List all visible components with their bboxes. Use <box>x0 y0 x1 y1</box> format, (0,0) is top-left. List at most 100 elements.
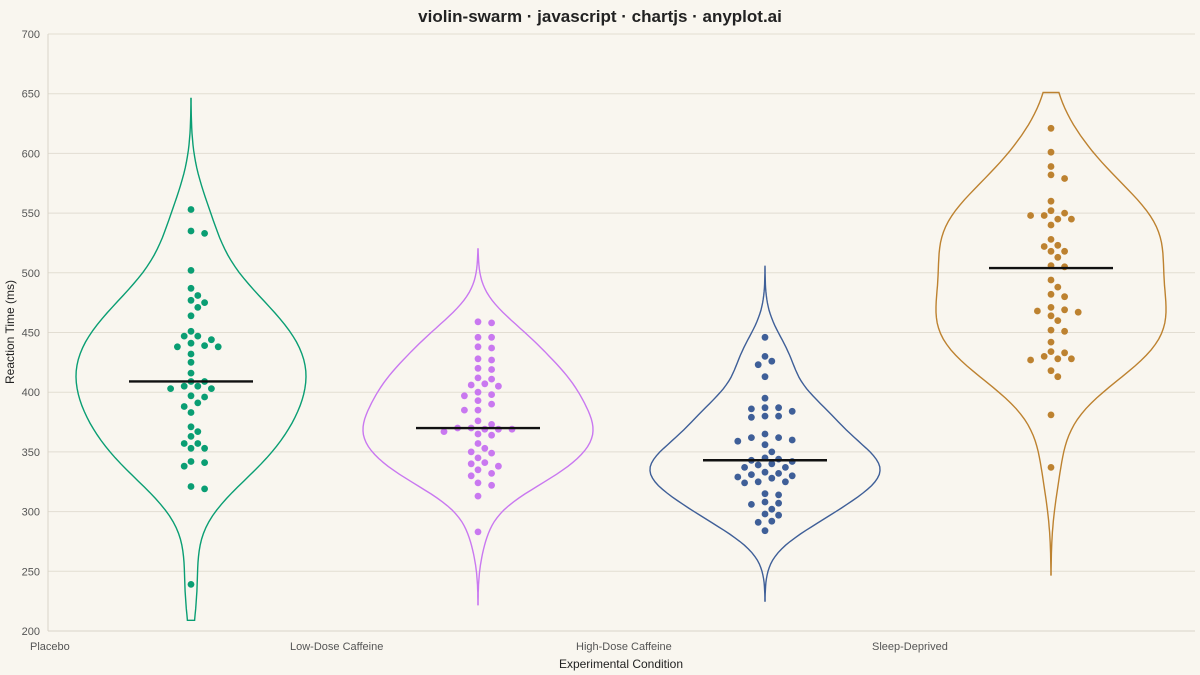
swarm-point <box>788 472 796 480</box>
swarm-point <box>782 478 789 486</box>
violin-high-dose-caffeine <box>649 265 881 602</box>
swarm-point <box>488 400 495 408</box>
swarm-point <box>768 460 776 468</box>
swarm-point <box>775 499 782 507</box>
swarm-point <box>187 227 195 235</box>
swarm-point <box>187 409 195 416</box>
swarm-point <box>1047 124 1055 132</box>
swarm-point <box>488 421 495 428</box>
x-axis-label: Experimental Condition <box>559 657 683 671</box>
swarm-point <box>1054 317 1062 324</box>
swarm-point <box>761 527 769 535</box>
swarm-point <box>474 440 482 447</box>
swarm-point <box>488 344 495 352</box>
swarm-point <box>187 423 195 431</box>
swarm-point <box>1054 253 1062 261</box>
swarm-point <box>488 333 495 341</box>
swarm-point <box>201 393 209 401</box>
swarm-point <box>461 406 468 414</box>
swarm-point <box>201 459 209 466</box>
swarm-point <box>167 385 175 392</box>
swarm-point <box>761 498 769 506</box>
swarm-point <box>1047 163 1055 170</box>
swarm-point <box>187 483 195 490</box>
swarm-point <box>187 284 195 292</box>
swarm-point <box>761 468 769 476</box>
swarm-point <box>488 366 495 373</box>
swarm-point <box>180 462 188 470</box>
swarm-point <box>1027 356 1034 364</box>
swarm-point <box>488 375 495 383</box>
swarm-point <box>754 518 762 526</box>
chart-title: violin-swarm · javascript · chartjs · an… <box>418 7 782 26</box>
swarm-point <box>201 342 209 349</box>
swarm-point <box>761 404 769 412</box>
swarm-point <box>788 436 796 444</box>
swarm-point <box>761 373 769 381</box>
y-tick-label: 250 <box>22 566 40 578</box>
swarm-point <box>1047 221 1055 229</box>
swarm-point <box>1047 148 1055 156</box>
swarm-point <box>187 312 195 320</box>
y-tick-label: 500 <box>22 268 40 280</box>
swarm-point <box>481 444 489 452</box>
swarm-point <box>741 479 748 487</box>
swarm-point <box>1047 464 1055 471</box>
swarm-point <box>1061 247 1068 255</box>
median-lines <box>129 266 1113 462</box>
swarm-point <box>474 492 482 500</box>
swarm-point <box>488 481 495 489</box>
swarm-point <box>488 431 495 439</box>
swarm-point <box>761 510 769 518</box>
swarm-point <box>474 417 482 425</box>
swarm-point <box>474 318 482 326</box>
swarm-point <box>474 355 482 363</box>
x-tick-label: Placebo <box>30 641 70 653</box>
swarm-point <box>1047 197 1055 205</box>
swarm-point <box>754 361 762 369</box>
swarm-point <box>187 581 195 588</box>
y-tick-label: 600 <box>22 148 40 160</box>
swarm-point <box>187 350 195 358</box>
y-tick-label: 200 <box>22 626 40 638</box>
swarm-point <box>194 440 202 447</box>
swarm-point <box>1061 293 1068 301</box>
swarm-point <box>1040 212 1048 219</box>
y-tick-label: 400 <box>22 387 40 399</box>
swarm-point <box>194 292 202 299</box>
swarm-point <box>1061 349 1068 357</box>
swarm-point <box>187 339 195 347</box>
swarm-point <box>768 448 776 456</box>
swarm-point <box>1040 243 1048 250</box>
gridlines <box>47 33 1195 632</box>
swarm-point <box>734 473 742 481</box>
swarm-point <box>474 333 482 341</box>
swarm-point <box>1047 290 1055 298</box>
swarm-point <box>741 464 748 471</box>
swarm-point <box>194 332 202 340</box>
swarm-point <box>467 381 475 389</box>
swarm-point <box>187 444 195 452</box>
y-tick-label: 700 <box>22 29 40 41</box>
swarm-point <box>1074 308 1082 316</box>
swarm-point <box>788 407 796 415</box>
swarm-point <box>1054 283 1062 291</box>
swarm-point <box>187 433 195 440</box>
swarm-point <box>1047 326 1055 334</box>
swarm-point <box>194 428 202 435</box>
swarm-point <box>1068 215 1075 223</box>
swarm-point <box>187 296 195 304</box>
swarm-point <box>1047 236 1055 243</box>
swarm-point <box>775 470 782 477</box>
y-axis-label: Reaction Time (ms) <box>3 280 17 384</box>
swarm-point <box>474 430 482 438</box>
swarm-point <box>1047 247 1055 255</box>
x-axis-ticks: Placebo Low-Dose Caffeine High-Dose Caffei… <box>30 641 948 653</box>
swarm-point <box>187 458 195 465</box>
swarm-point <box>754 461 762 469</box>
swarm-point <box>775 491 782 499</box>
swarm-point <box>754 478 762 486</box>
swarm-point <box>1034 307 1041 315</box>
swarm-point <box>1047 312 1055 320</box>
